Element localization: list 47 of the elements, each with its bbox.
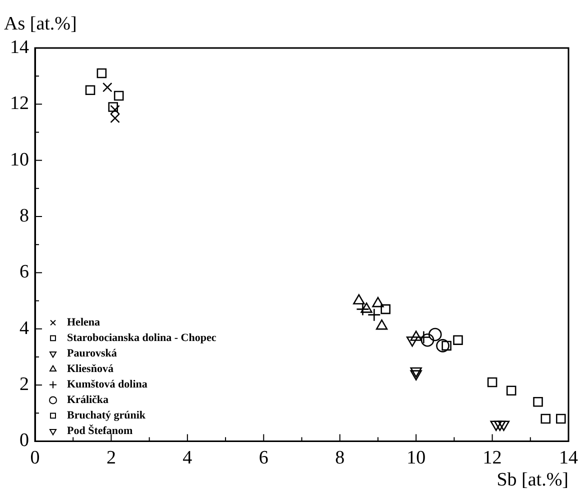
point (420, 333, 434, 347)
legend-label: Paurovská (67, 348, 118, 360)
point (556, 414, 566, 424)
legend-label: Bruchatý grúnik (67, 410, 146, 422)
point (85, 85, 96, 96)
legend-label: Kumštová dolina (67, 378, 148, 391)
x-tick-label: 12 (482, 448, 502, 469)
point (490, 420, 502, 431)
y-tick-label: 0 (20, 430, 29, 452)
y-tick-label: 12 (10, 93, 29, 114)
legend-label: Kliesňová (67, 363, 114, 376)
y-tick-label: 8 (20, 206, 29, 226)
y-axis-title: As [at.%] (4, 13, 77, 34)
point (453, 335, 463, 345)
point (506, 386, 516, 396)
legend-label: Starobocianska dolina - Chopec (67, 332, 216, 344)
point (533, 396, 543, 407)
legend-label: Králička (67, 394, 110, 406)
point (410, 367, 422, 378)
x-tick-label: 2 (106, 448, 116, 469)
point (442, 340, 452, 351)
x-tick-label: 6 (258, 448, 268, 469)
y-tick-label: 4 (20, 318, 30, 339)
point (114, 90, 124, 101)
x-axis-title: Sb [at.%] (496, 470, 568, 491)
x-tick-label: 8 (335, 448, 345, 469)
point (540, 414, 551, 424)
point (410, 370, 422, 380)
y-tick-label: 2 (20, 374, 29, 396)
x-tick-label: 10 (406, 448, 426, 469)
point (428, 328, 442, 342)
point (436, 339, 450, 352)
point (498, 420, 510, 431)
point (494, 420, 506, 431)
y-tick-label: 10 (10, 149, 29, 170)
x-tick-label: 14 (559, 448, 578, 469)
point (108, 102, 118, 112)
legend-label: Helena (67, 316, 100, 329)
point (487, 377, 498, 388)
point (102, 82, 112, 92)
point (96, 68, 107, 78)
y-tick-label: 6 (20, 262, 29, 283)
y-tick-label: 14 (10, 36, 30, 58)
point (380, 304, 390, 314)
point (406, 336, 418, 347)
x-tick-label: 4 (182, 448, 193, 469)
legend-label: Pod Štefanom (67, 424, 133, 438)
